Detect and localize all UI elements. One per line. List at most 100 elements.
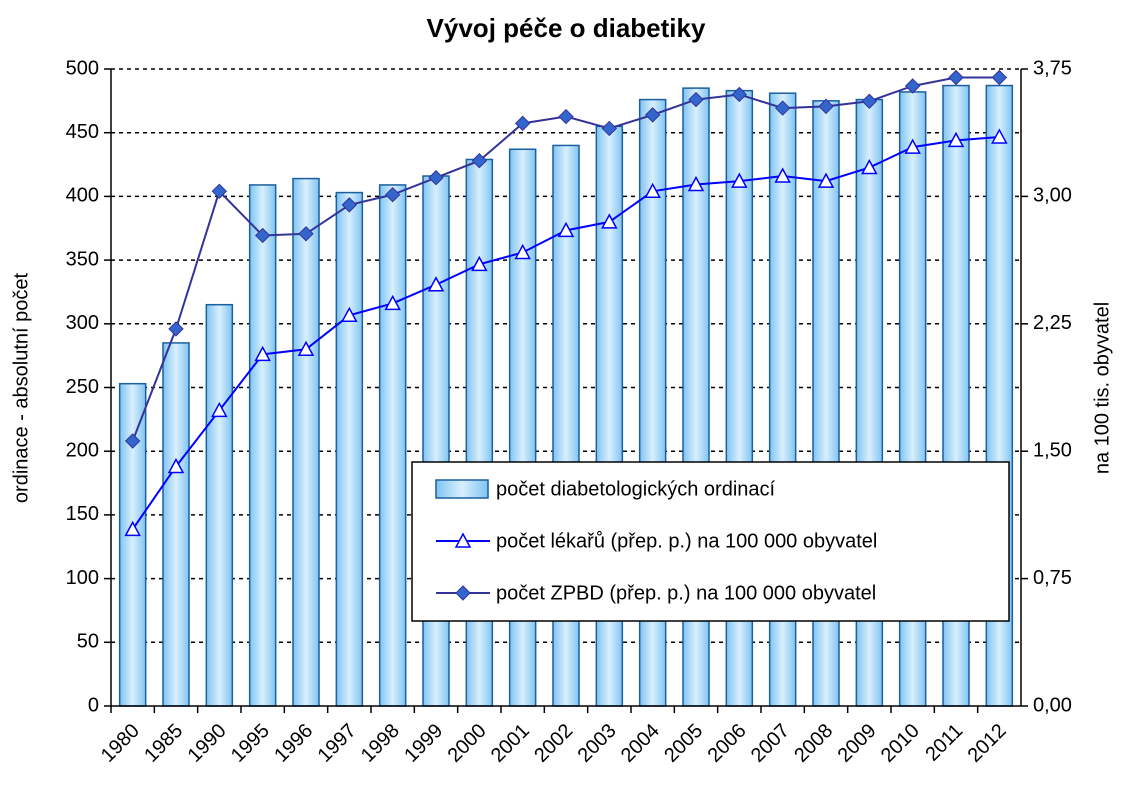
y-tick-label: 300: [66, 312, 99, 334]
line-marker: [774, 167, 791, 183]
bar: [378, 184, 407, 707]
y2-tick-label: 2,25: [1033, 312, 1072, 334]
line-marker: [774, 100, 791, 116]
bar: [508, 148, 537, 707]
legend-label: počet diabetologických ordinací: [496, 478, 776, 500]
line-marker: [384, 294, 401, 311]
line-marker: [124, 433, 141, 449]
x-tick-label: 1985: [140, 720, 187, 767]
line-marker: [254, 345, 271, 362]
x-tick-label: 2004: [617, 720, 664, 767]
line-marker: [168, 321, 184, 337]
y2-tick-label: 0,00: [1033, 694, 1072, 716]
line-marker: [471, 153, 488, 169]
y2-axis-title: na 100 tis. obyvatel: [1091, 302, 1113, 474]
line-marker: [861, 93, 878, 109]
line-marker: [601, 120, 618, 137]
x-tick-label: 2007: [747, 720, 794, 767]
y-tick-label: 350: [66, 248, 99, 270]
line-marker: [428, 170, 444, 186]
line-marker: [297, 340, 315, 357]
x-tick-label: 1998: [357, 720, 404, 767]
line-marker: [167, 457, 185, 474]
line-marker: [471, 255, 488, 272]
line-marker: [341, 306, 358, 323]
y2-tick-label: 3,00: [1033, 185, 1072, 207]
legend-marker: [454, 532, 472, 548]
bar: [162, 342, 190, 707]
line-marker: [991, 69, 1008, 86]
legend-marker: [455, 585, 471, 601]
y-tick-label: 450: [66, 121, 99, 143]
line-marker: [558, 108, 574, 125]
y2-tick-label: 0,75: [1033, 567, 1072, 589]
line-marker: [861, 158, 878, 175]
line-marker: [687, 175, 705, 192]
x-tick-label: 2000: [444, 720, 491, 767]
line-marker: [817, 172, 835, 188]
y-tick-label: 200: [66, 439, 99, 461]
bar: [465, 158, 494, 707]
x-tick-label: 1990: [184, 720, 231, 767]
y-tick-label: 100: [66, 567, 99, 589]
line-marker: [124, 520, 141, 537]
x-tick-label: 2010: [877, 720, 924, 767]
bar: [205, 303, 234, 707]
x-tick-label: 2002: [530, 720, 577, 767]
legend: počet diabetologických ordinací počet lék…: [411, 461, 1010, 622]
legend-box: [411, 461, 1010, 622]
x-tick-label: 2003: [574, 720, 621, 767]
y-tick-label: 250: [66, 376, 99, 398]
y-tick-label: 400: [66, 185, 99, 207]
y2-tick-label: 3,75: [1033, 57, 1072, 79]
line-marker: [601, 213, 618, 229]
line-marker: [298, 226, 314, 242]
x-tick-label: 1995: [227, 720, 274, 767]
line-marker: [948, 69, 964, 86]
line-marker: [514, 115, 531, 132]
chart-title: Vývoj péče o diabetiky: [427, 13, 706, 43]
y-tick-label: 500: [66, 57, 99, 79]
line-marker: [211, 183, 228, 200]
line-marker: [254, 227, 271, 244]
x-tick-label: 2001: [487, 720, 534, 767]
bar: [248, 184, 277, 707]
line-marker: [644, 182, 661, 199]
line-marker: [947, 131, 965, 148]
line-marker: [991, 128, 1008, 144]
line-marker: [341, 197, 358, 213]
line-marker: [211, 401, 228, 418]
legend-label: počet ZPBD (přep. p.) na 100 000 obyvate…: [496, 582, 876, 604]
y-tick-label: 0: [88, 694, 99, 716]
line-marker: [818, 98, 834, 115]
y-tick-label: 50: [77, 631, 99, 653]
line-marker: [557, 221, 575, 238]
x-tick-label: 2011: [921, 720, 967, 766]
line-marker: [514, 243, 531, 260]
x-tick-label: 1997: [314, 720, 361, 767]
x-tick-label: 2009: [834, 720, 881, 767]
line-marker: [731, 172, 748, 188]
x-tick-label: 2008: [790, 720, 837, 767]
bar: [335, 191, 364, 707]
bar: [422, 175, 450, 707]
bar: [118, 382, 147, 707]
legend-label: počet lékařů (přep. p.) na 100 000 obyva…: [496, 530, 877, 552]
y2-tick-label: 1,50: [1033, 439, 1072, 461]
line-marker: [904, 138, 921, 154]
bar: [292, 177, 320, 707]
x-tick-label: 1999: [400, 720, 447, 767]
x-tick-label: 2012: [964, 720, 1011, 767]
line-marker: [731, 86, 748, 103]
line-marker: [384, 186, 401, 203]
line-marker: [904, 78, 921, 94]
line-marker: [688, 91, 704, 108]
y-tick-label: 150: [66, 503, 99, 525]
line-marker: [644, 107, 661, 123]
x-tick-label: 1980: [97, 720, 144, 767]
x-tick-label: 2006: [704, 720, 751, 767]
x-tick-label: 1996: [270, 720, 317, 767]
line-marker: [427, 276, 445, 292]
y-axis-title: ordinace - absolutní počet: [10, 272, 32, 503]
